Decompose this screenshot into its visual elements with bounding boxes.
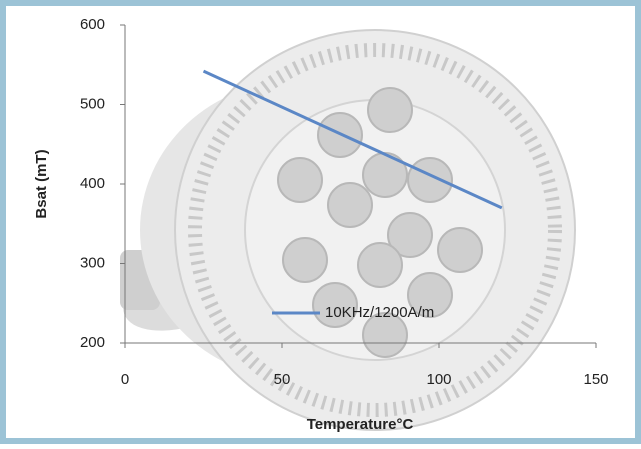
x-axis-label: Temperature°C (307, 416, 414, 433)
x-tick-label: 150 (583, 371, 608, 388)
chart: Temperature°C Bsat (mT) 200 300 400 500 600 0… (0, 0, 641, 444)
legend-label: 10KHz/1200A/m (325, 304, 434, 321)
y-tick-label: 400 (80, 175, 105, 192)
y-tick-label: 500 (80, 95, 105, 112)
x-tick-label: 100 (426, 371, 451, 388)
y-axis-label: Bsat (mT) (33, 149, 50, 218)
x-tick-label: 0 (121, 371, 129, 388)
x-tick-label: 50 (274, 371, 291, 388)
y-tick-label: 300 (80, 254, 105, 271)
y-tick-label: 200 (80, 334, 105, 351)
y-tick-label: 600 (80, 16, 105, 33)
